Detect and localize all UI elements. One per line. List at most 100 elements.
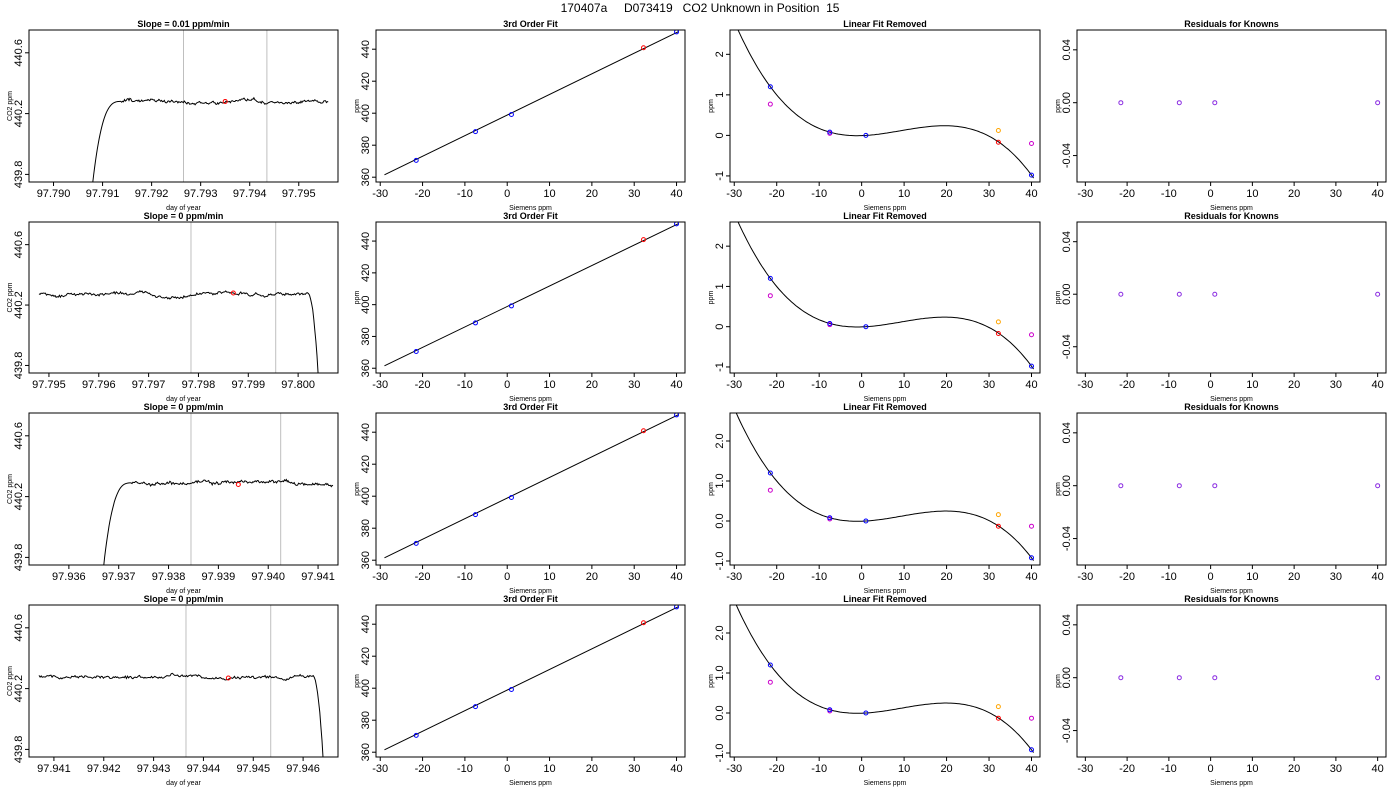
plot-area — [1118, 100, 1381, 106]
x-axis-label: Siemens ppm — [864, 588, 907, 595]
x-tick-label: 20 — [586, 763, 598, 775]
y-tick-label: -1.0 — [714, 744, 726, 763]
x-tick-label: 97.938 — [152, 571, 186, 583]
x-axis-label: day of year — [166, 588, 201, 595]
x-tick-label: 30 — [983, 188, 995, 200]
panel-r4c2: 3rd Order Fit Siemens ppm ppm -30 -20 -10 0 10 2… — [354, 594, 686, 787]
sample-point — [995, 523, 1001, 529]
x-tick-label: -30 — [1077, 571, 1093, 583]
plot-frame — [729, 221, 1041, 374]
x-tick-label: 0 — [1208, 571, 1214, 583]
x-tick-label: -30 — [1077, 763, 1093, 775]
standard-point — [472, 129, 478, 135]
x-tick-label: -30 — [726, 763, 742, 775]
sample-point — [641, 620, 647, 626]
panel-r4c4: Residuals for Knowns Siemens ppm ppm -30 -20… — [1055, 594, 1387, 787]
x-tick-label: -10 — [457, 571, 473, 583]
x-axis-label: Siemens ppm — [1210, 588, 1253, 595]
y-tick-label: 400 — [360, 295, 372, 313]
unknown-residual-point — [995, 319, 1001, 325]
plot-frame — [375, 604, 686, 758]
mean-marker — [222, 98, 228, 104]
plot-frame — [729, 29, 1041, 183]
y-tick-label: 360 — [360, 168, 372, 186]
residual-point — [1212, 483, 1218, 489]
plot-area — [1118, 675, 1381, 681]
y-tick-label: 360 — [360, 743, 372, 761]
y-axis-label: ppm — [708, 674, 715, 688]
y-tick-label: -1.0 — [714, 552, 726, 571]
x-tick-label: 30 — [628, 571, 640, 583]
panel-title: Linear Fit Removed — [843, 594, 927, 604]
residual-point — [1118, 291, 1124, 297]
x-tick-label: 97.797 — [132, 379, 166, 391]
standard-point — [767, 275, 773, 281]
sample-point — [995, 331, 1001, 337]
x-tick-label: -20 — [769, 763, 785, 775]
y-axis-label: CO2 ppm — [7, 91, 14, 121]
x-tick-label: -10 — [1161, 763, 1177, 775]
y-axis-label: CO2 ppm — [7, 666, 14, 696]
plot-area — [38, 222, 319, 373]
x-tick-label: 0 — [1208, 763, 1214, 775]
y-axis-label: ppm — [1055, 99, 1062, 113]
sample-point — [995, 139, 1001, 145]
panel-title: Linear Fit Removed — [843, 19, 927, 29]
fit-line — [384, 223, 679, 367]
y-tick-label: 380 — [360, 136, 372, 154]
x-tick-label: -20 — [415, 188, 431, 200]
residual-point — [1176, 291, 1182, 297]
x-tick-label: 0 — [859, 188, 865, 200]
y-tick-label: 1 — [714, 283, 726, 289]
standard-point — [1029, 172, 1035, 178]
y-tick-label: 380 — [360, 711, 372, 729]
fit-line — [384, 606, 679, 751]
x-tick-label: 97.795 — [282, 188, 316, 200]
y-tick-label: 440.6 — [13, 39, 25, 67]
plot-area — [735, 605, 1035, 753]
x-tick-label: 10 — [543, 379, 555, 391]
x-tick-label: 0 — [504, 763, 510, 775]
standard-point — [827, 129, 833, 135]
residual-point — [1176, 483, 1182, 489]
x-tick-label: 0 — [859, 571, 865, 583]
plot-area — [384, 222, 680, 367]
panel-title: Slope = 0 ppm/min — [144, 402, 224, 412]
x-tick-label: -30 — [372, 763, 388, 775]
panel-title: Residuals for Knowns — [1184, 594, 1279, 604]
co2-trace-line — [103, 478, 334, 565]
standard-point — [413, 732, 419, 738]
x-axis-label: Siemens ppm — [864, 396, 907, 403]
cubic-fit-curve — [735, 413, 1034, 561]
plot-frame — [1076, 604, 1387, 758]
x-tick-label: 10 — [898, 188, 910, 200]
x-tick-label: 10 — [543, 571, 555, 583]
panel-r3c4: Residuals for Knowns Siemens ppm ppm -30 -20… — [1055, 402, 1387, 595]
y-tick-label: 0.00 — [1061, 284, 1073, 305]
y-tick-label: 440.6 — [13, 422, 25, 450]
x-tick-label: 10 — [1246, 571, 1258, 583]
x-tick-label: 0 — [1208, 188, 1214, 200]
sample-point — [641, 428, 647, 434]
fit-line — [384, 414, 679, 559]
y-tick-label: -1 — [714, 171, 726, 181]
y-tick-label: 1.0 — [714, 473, 726, 488]
y-axis-label: ppm — [708, 291, 715, 305]
x-tick-label: -30 — [372, 379, 388, 391]
panel-title: Residuals for Knowns — [1184, 211, 1279, 221]
mean-marker — [225, 675, 231, 681]
panel-r3c2: 3rd Order Fit Siemens ppm ppm -30 -20 -10 0 10 2… — [354, 402, 686, 595]
x-tick-label: 40 — [1372, 188, 1384, 200]
standard-point — [508, 111, 514, 117]
x-tick-label: -10 — [457, 379, 473, 391]
x-tick-label: 20 — [586, 188, 598, 200]
x-tick-label: 97.937 — [102, 571, 136, 583]
x-tick-label: 20 — [1288, 379, 1300, 391]
x-tick-label: -20 — [415, 571, 431, 583]
panel-title: Slope = 0.01 ppm/min — [137, 19, 229, 29]
y-tick-label: 439.8 — [13, 736, 25, 764]
y-tick-label: 420 — [360, 455, 372, 473]
x-tick-label: -10 — [1161, 571, 1177, 583]
mean-marker — [235, 481, 241, 487]
